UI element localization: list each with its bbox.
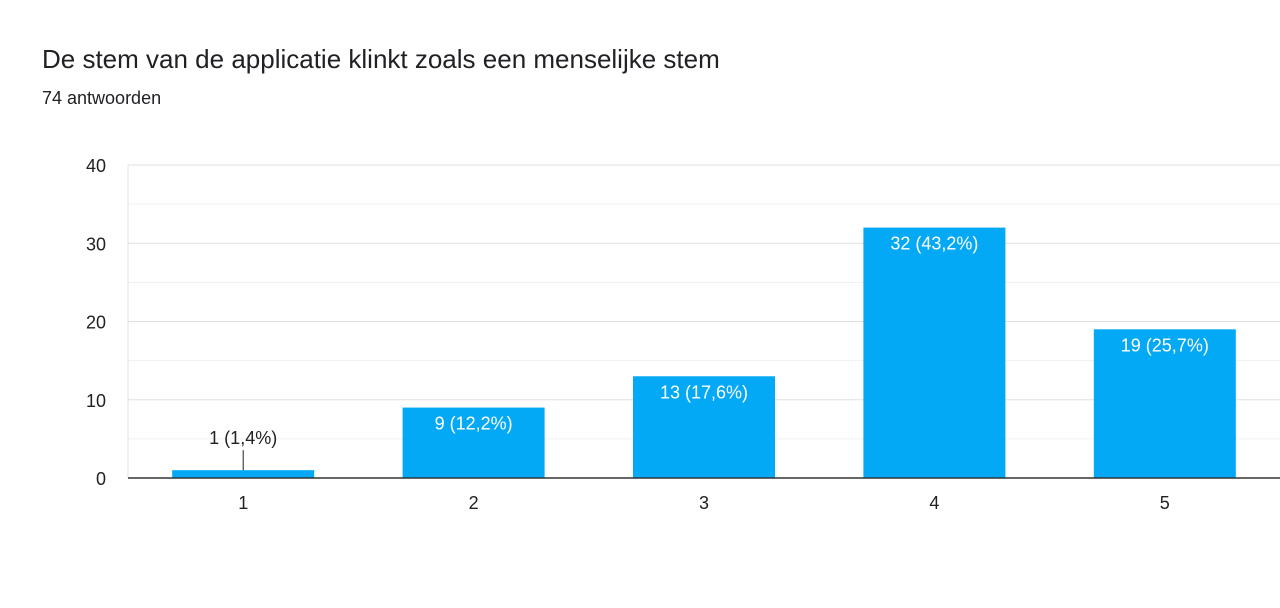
data-label: 13 (17,6%) — [660, 382, 748, 402]
x-tick-label: 2 — [469, 493, 479, 513]
x-tick-label: 4 — [929, 493, 939, 513]
data-label: 9 (12,2%) — [435, 414, 513, 434]
bar-4 — [863, 227, 1006, 478]
data-label: 1 (1,4%) — [209, 428, 277, 448]
bar-1 — [172, 470, 315, 478]
y-tick-label: 30 — [86, 234, 106, 254]
y-tick-label: 20 — [86, 313, 106, 333]
response-count: 74 antwoorden — [42, 88, 162, 108]
x-tick-label: 5 — [1160, 493, 1170, 513]
x-tick-label: 3 — [699, 493, 709, 513]
chart-title: De stem van de applicatie klinkt zoals e… — [42, 44, 720, 74]
bar-3 — [633, 376, 775, 478]
y-tick-label: 0 — [96, 469, 106, 489]
data-label: 32 (43,2%) — [890, 234, 978, 254]
y-tick-label: 40 — [86, 156, 106, 176]
bar-2 — [402, 407, 545, 478]
data-label: 19 (25,7%) — [1121, 335, 1209, 355]
bar-5 — [1093, 329, 1236, 478]
y-tick-label: 10 — [86, 391, 106, 411]
x-tick-label: 1 — [238, 493, 248, 513]
